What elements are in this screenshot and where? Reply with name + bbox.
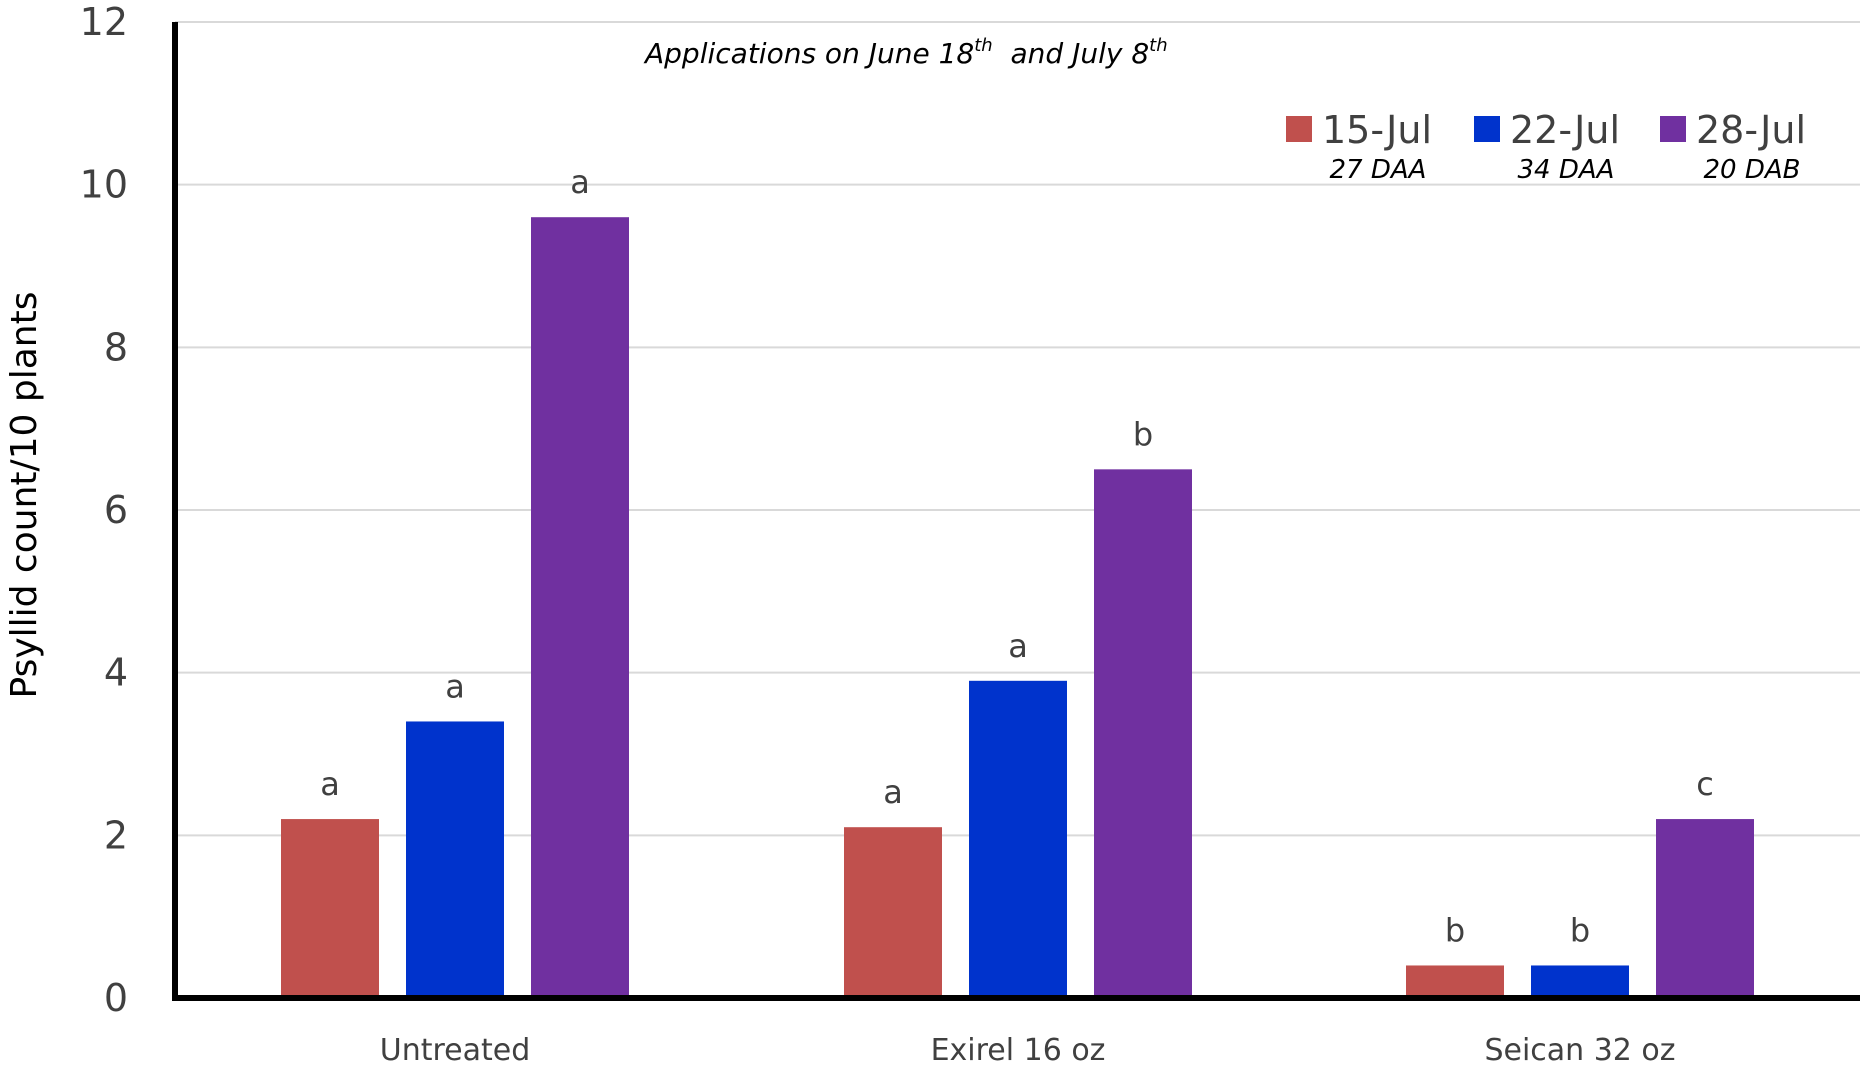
category-labels: Untreated Exirel 16 oz Seican 32 oz [380, 1033, 1676, 1067]
bar-22-jul-0 [406, 721, 504, 998]
bar-15-jul-0 [281, 819, 379, 998]
y-tick-label: 0 [104, 976, 128, 1020]
bar-15-jul-2 [1406, 965, 1504, 998]
y-tick-labels: 0 2 4 6 8 10 12 [80, 0, 128, 1020]
y-tick-label: 4 [104, 651, 128, 695]
legend-swatch [1474, 116, 1500, 142]
gridlines [175, 21, 1860, 837]
axes [172, 22, 1860, 1001]
annotation-sup-1: th [974, 35, 992, 56]
significance-letter: c [1696, 765, 1714, 803]
annotation-sup-2: th [1149, 35, 1167, 56]
legend-label: 15-Jul [1322, 108, 1432, 152]
category-label: Untreated [380, 1033, 531, 1067]
y-axis-label: Psyllid count/10 plants [4, 292, 45, 699]
legend-swatch [1286, 116, 1312, 142]
y-tick-label: 12 [80, 0, 128, 44]
bars [281, 217, 1754, 998]
legend-label: 28-Jul [1696, 108, 1806, 152]
legend-label: 22-Jul [1510, 108, 1620, 152]
significance-letter: b [1445, 911, 1465, 949]
y-tick-label: 10 [80, 163, 128, 207]
bar-22-jul-2 [1531, 965, 1629, 998]
data-labels: a a a a a b b b c [320, 163, 1714, 949]
significance-letter: a [445, 667, 465, 705]
significance-letter: a [320, 765, 340, 803]
bar-28-jul-2 [1656, 819, 1754, 998]
y-tick-label: 8 [104, 325, 128, 369]
legend-sublabel: 34 DAA [1518, 155, 1615, 185]
significance-letter: a [1008, 627, 1028, 665]
annotation-prefix: Applications on June 18 [643, 37, 974, 70]
y-tick-label: 6 [104, 488, 128, 532]
legend-sublabel: 20 DAB [1704, 155, 1801, 185]
bar-22-jul-1 [969, 680, 1067, 998]
chart-annotation: Applications on June 18th and July 8th [643, 35, 1168, 70]
legend-swatch [1660, 116, 1686, 142]
y-tick-label: 2 [104, 813, 128, 857]
bar-28-jul-1 [1094, 469, 1192, 998]
category-label: Seican 32 oz [1484, 1033, 1675, 1067]
significance-letter: a [570, 163, 590, 201]
significance-letter: b [1570, 911, 1590, 949]
category-label: Exirel 16 oz [931, 1033, 1106, 1067]
legend-sublabel: 27 DAA [1330, 155, 1427, 185]
significance-letter: a [883, 773, 903, 811]
significance-letter: b [1133, 415, 1153, 453]
bar-28-jul-0 [531, 217, 629, 998]
bar-15-jul-1 [844, 827, 942, 998]
annotation-middle: and July 8 [993, 37, 1149, 70]
